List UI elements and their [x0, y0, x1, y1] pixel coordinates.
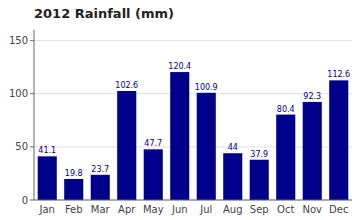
y-tick	[30, 200, 34, 201]
y-tick	[30, 146, 34, 147]
x-tick-label: Feb	[65, 204, 83, 215]
y-tick-label: 50	[15, 141, 28, 152]
grid	[34, 41, 352, 200]
x-tick-label: Mar	[91, 204, 111, 215]
bar	[91, 175, 110, 200]
data-label: 37.9	[250, 150, 268, 159]
x-tick-label: Jun	[171, 204, 188, 215]
bar	[117, 91, 136, 200]
data-label: 44	[228, 143, 238, 152]
data-label: 41.1	[38, 146, 56, 155]
grid-line	[34, 40, 352, 41]
data-labels: 41.1 19.8 23.7 102.6 47.7 120.4 100.9 44 37.9 80.…	[38, 62, 350, 178]
x-tick-label: Jul	[199, 204, 212, 215]
x-tick-label: Jan	[39, 204, 55, 215]
data-label: 100.9	[195, 83, 218, 92]
y-tick-label: 100	[9, 88, 28, 99]
x-tick-label: May	[143, 204, 164, 215]
bar	[64, 179, 83, 200]
bar	[144, 149, 163, 200]
x-tick-label: Nov	[302, 204, 322, 215]
y-tick	[30, 40, 34, 41]
x-tick-label: Dec	[329, 204, 348, 215]
data-label: 19.8	[65, 169, 83, 178]
y-tick-label: 150	[9, 35, 28, 46]
data-label: 92.3	[303, 92, 321, 101]
x-axis-line	[34, 200, 352, 201]
bar	[197, 93, 216, 200]
chart-container: 2012 Rainfall (mm) 0 50 100 150 41.1 19.8 23.7 1…	[0, 0, 360, 220]
y-tick	[30, 93, 34, 94]
y-tick-label: 0	[22, 195, 28, 206]
bar	[276, 115, 295, 200]
x-tick-label: Oct	[277, 204, 294, 215]
x-tick-label: Apr	[118, 204, 136, 215]
title: 2012 Rainfall (mm)	[34, 6, 174, 21]
bar	[250, 160, 269, 200]
y-axis: 0 50 100 150	[9, 35, 34, 205]
data-label: 80.4	[277, 105, 295, 114]
y-axis-line	[34, 30, 35, 200]
data-label: 23.7	[91, 165, 109, 174]
bar	[170, 72, 189, 200]
bar	[329, 80, 348, 200]
bar	[223, 153, 242, 200]
bar	[38, 156, 57, 200]
bars	[38, 72, 349, 200]
grid-line	[34, 200, 352, 201]
data-label: 112.6	[327, 70, 350, 79]
x-axis: Jan Feb Mar Apr May Jun Jul Aug Sep Oct Nov Dec	[39, 204, 349, 215]
data-label: 120.4	[168, 62, 191, 71]
x-tick-label: Aug	[223, 204, 243, 215]
x-tick-label: Sep	[250, 204, 269, 215]
chart-svg: 2012 Rainfall (mm) 0 50 100 150 41.1 19.8 23.7 1…	[0, 0, 360, 220]
data-label: 102.6	[115, 81, 138, 90]
bar	[303, 102, 322, 200]
data-label: 47.7	[144, 139, 162, 148]
